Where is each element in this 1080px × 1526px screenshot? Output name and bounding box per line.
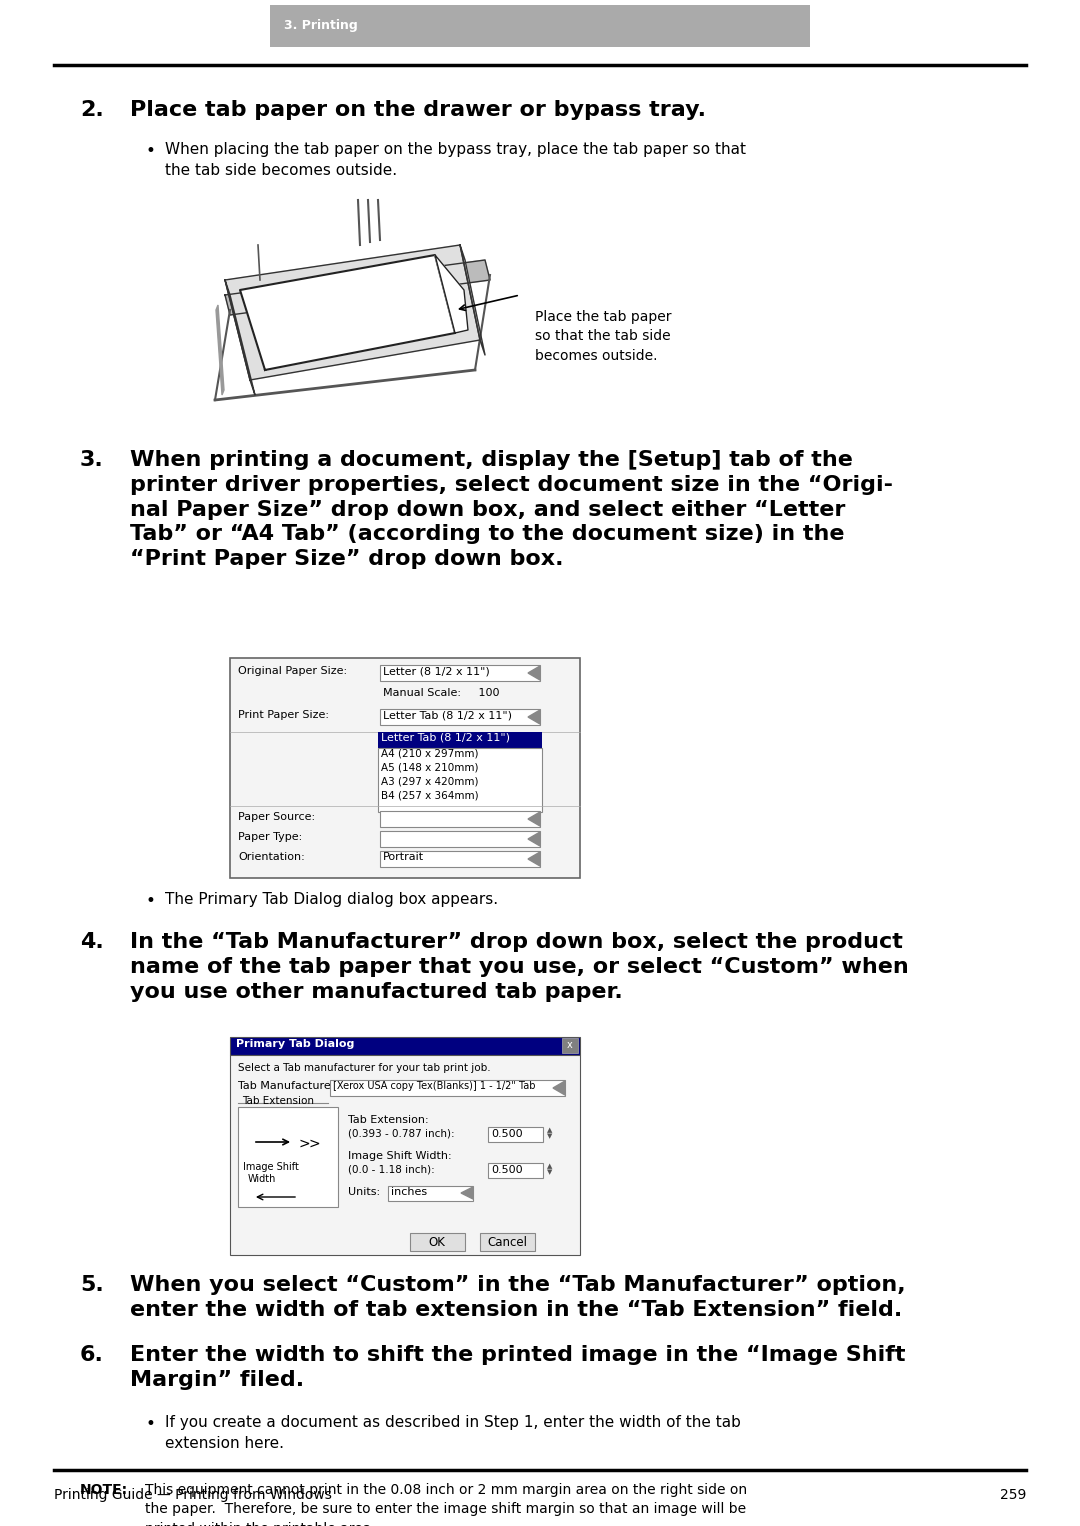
Text: •: • (145, 893, 154, 909)
Text: Printing Guide — Printing from Windows: Printing Guide — Printing from Windows (54, 1488, 332, 1502)
Text: Tab Manufacturer:: Tab Manufacturer: (238, 1080, 339, 1091)
Text: 4.: 4. (80, 932, 104, 952)
Polygon shape (225, 279, 255, 395)
Text: Paper Source:: Paper Source: (238, 812, 315, 823)
Text: 3.: 3. (80, 450, 104, 470)
Text: •: • (145, 142, 154, 160)
Text: A3 (297 x 420mm): A3 (297 x 420mm) (381, 777, 478, 787)
Text: ▲: ▲ (546, 1128, 552, 1132)
Text: Image Shift Width:: Image Shift Width: (348, 1151, 451, 1161)
Text: Manual Scale:     100: Manual Scale: 100 (383, 688, 499, 697)
Text: 6.: 6. (80, 1344, 104, 1364)
Text: Letter Tab (8 1/2 x 11"): Letter Tab (8 1/2 x 11") (383, 710, 512, 720)
Polygon shape (528, 812, 540, 826)
Text: (0.0 - 1.18 inch):: (0.0 - 1.18 inch): (348, 1164, 435, 1175)
Text: Portrait: Portrait (383, 852, 424, 862)
Text: ▲: ▲ (546, 1163, 552, 1169)
Text: 0.500: 0.500 (491, 1164, 523, 1175)
Bar (378, 748, 542, 812)
Text: inches: inches (391, 1187, 427, 1196)
Text: The Primary Tab Dialog dialog box appears.: The Primary Tab Dialog dialog box appear… (165, 893, 498, 906)
Polygon shape (460, 246, 485, 356)
Polygon shape (216, 305, 224, 395)
Text: Tab Extension: Tab Extension (242, 1096, 314, 1106)
Text: Paper Type:: Paper Type: (238, 832, 302, 842)
Text: Enter the width to shift the printed image in the “Image Shift
Margin” filed.: Enter the width to shift the printed ima… (130, 1344, 905, 1390)
Bar (270, 5, 810, 47)
Text: Width: Width (248, 1173, 276, 1184)
Text: Image Shift: Image Shift (243, 1161, 299, 1172)
Text: >: > (308, 1137, 320, 1151)
Text: 2.: 2. (80, 101, 104, 121)
Bar (230, 1038, 580, 1054)
Text: 3. Printing: 3. Printing (284, 20, 357, 32)
Text: Place the tab paper
so that the tab side
becomes outside.: Place the tab paper so that the tab side… (535, 310, 672, 363)
Text: Units:: Units: (348, 1187, 380, 1196)
Bar (410, 1233, 465, 1251)
Text: [Xerox USA copy Tex(Blanks)] 1 - 1/2" Tab: [Xerox USA copy Tex(Blanks)] 1 - 1/2" Ta… (333, 1080, 536, 1091)
Text: ▼: ▼ (546, 1132, 552, 1138)
Bar (380, 852, 540, 867)
Text: B4 (257 x 364mm): B4 (257 x 364mm) (381, 790, 478, 801)
Text: Select a Tab manufacturer for your tab print job.: Select a Tab manufacturer for your tab p… (238, 1064, 490, 1073)
Polygon shape (528, 852, 540, 865)
Text: ▼: ▼ (546, 1169, 552, 1175)
Bar (230, 1054, 580, 1254)
Text: Orientation:: Orientation: (238, 852, 305, 862)
Text: Tab Extension:: Tab Extension: (348, 1116, 429, 1125)
Text: Primary Tab Dialog: Primary Tab Dialog (237, 1039, 354, 1048)
Text: A5 (148 x 210mm): A5 (148 x 210mm) (381, 763, 478, 774)
Text: A4 (210 x 297mm): A4 (210 x 297mm) (381, 749, 478, 758)
Bar (480, 1233, 535, 1251)
Polygon shape (528, 665, 540, 681)
Polygon shape (553, 1080, 565, 1096)
Bar (388, 1186, 473, 1201)
Text: When you select “Custom” in the “Tab Manufacturer” option,
enter the width of ta: When you select “Custom” in the “Tab Man… (130, 1276, 906, 1320)
Text: When printing a document, display the [Setup] tab of the
printer driver properti: When printing a document, display the [S… (130, 450, 893, 569)
Bar (380, 810, 540, 827)
Bar (330, 1080, 565, 1096)
Text: x: x (567, 1041, 572, 1050)
Bar (488, 1128, 543, 1141)
Polygon shape (240, 255, 455, 369)
Bar (380, 710, 540, 725)
Text: >: > (298, 1137, 310, 1151)
Text: Print Paper Size:: Print Paper Size: (238, 710, 329, 720)
Bar (230, 658, 580, 877)
Bar (562, 1038, 578, 1053)
Polygon shape (528, 832, 540, 845)
Text: (0.393 - 0.787 inch):: (0.393 - 0.787 inch): (348, 1129, 455, 1138)
Bar (380, 832, 540, 847)
Text: When placing the tab paper on the bypass tray, place the tab paper so that
the t: When placing the tab paper on the bypass… (165, 142, 746, 179)
Text: 5.: 5. (80, 1276, 104, 1296)
Text: This equipment cannot print in the 0.08 inch or 2 mm margin area on the right si: This equipment cannot print in the 0.08 … (145, 1483, 747, 1526)
Text: 0.500: 0.500 (491, 1129, 523, 1138)
Polygon shape (461, 1187, 473, 1199)
Text: •: • (145, 1415, 154, 1433)
Bar (380, 665, 540, 681)
Text: Letter (8 1/2 x 11"): Letter (8 1/2 x 11") (383, 665, 489, 676)
Polygon shape (225, 246, 480, 380)
Polygon shape (528, 710, 540, 723)
Text: NOTE:: NOTE: (80, 1483, 129, 1497)
Text: In the “Tab Manufacturer” drop down box, select the product
name of the tab pape: In the “Tab Manufacturer” drop down box,… (130, 932, 908, 1001)
Text: Original Paper Size:: Original Paper Size: (238, 665, 347, 676)
Text: 259: 259 (1000, 1488, 1026, 1502)
Bar (378, 732, 542, 748)
Text: Cancel: Cancel (487, 1236, 527, 1248)
Text: If you create a document as described in Step 1, enter the width of the tab
exte: If you create a document as described in… (165, 1415, 741, 1451)
Text: Letter Tab (8 1/2 x 11"): Letter Tab (8 1/2 x 11") (381, 732, 510, 743)
Text: OK: OK (429, 1236, 445, 1248)
Polygon shape (225, 259, 490, 314)
Bar (238, 1106, 338, 1207)
Polygon shape (435, 255, 468, 333)
Text: Place tab paper on the drawer or bypass tray.: Place tab paper on the drawer or bypass … (130, 101, 706, 121)
Bar (488, 1163, 543, 1178)
